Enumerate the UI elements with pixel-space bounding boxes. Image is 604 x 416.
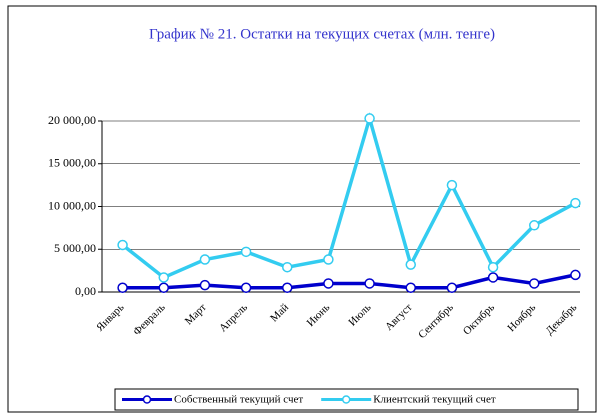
data-point [487, 272, 499, 283]
chart-title: График № 21. Остатки на текущих счетах (… [149, 26, 495, 42]
data-point [529, 278, 540, 289]
data-point [199, 254, 211, 265]
data-point [446, 179, 458, 191]
data-point [364, 278, 375, 289]
legend-marker [341, 395, 351, 404]
data-point [240, 282, 252, 293]
data-point [117, 239, 128, 251]
data-point [240, 246, 252, 258]
data-point [199, 279, 211, 291]
chart-border [7, 5, 597, 413]
y-tick-label: 10 000,00 [48, 198, 96, 212]
data-point [364, 113, 375, 124]
data-point [282, 261, 293, 273]
data-point [158, 282, 169, 293]
data-point [446, 282, 458, 293]
data-point [487, 261, 499, 273]
y-tick-label: 5 000,00 [54, 241, 96, 255]
y-tick-label: 20 000,00 [48, 113, 96, 127]
data-point [282, 282, 293, 293]
series-line [122, 273, 576, 290]
data-point [323, 254, 334, 265]
data-point [570, 269, 581, 281]
legend-marker [142, 395, 152, 404]
data-point [405, 259, 416, 270]
series-line [121, 112, 577, 280]
data-point [405, 282, 416, 293]
data-point [117, 282, 128, 293]
data-point [158, 272, 169, 283]
y-tick-label: 15 000,00 [48, 156, 96, 170]
legend-label: Собственный текущий счет [174, 394, 303, 406]
data-point [529, 220, 540, 231]
data-point [323, 278, 334, 289]
y-tick-label: 0,00 [75, 284, 96, 298]
legend-label: Клиентский текущий счет [373, 394, 496, 406]
data-point [570, 197, 581, 209]
